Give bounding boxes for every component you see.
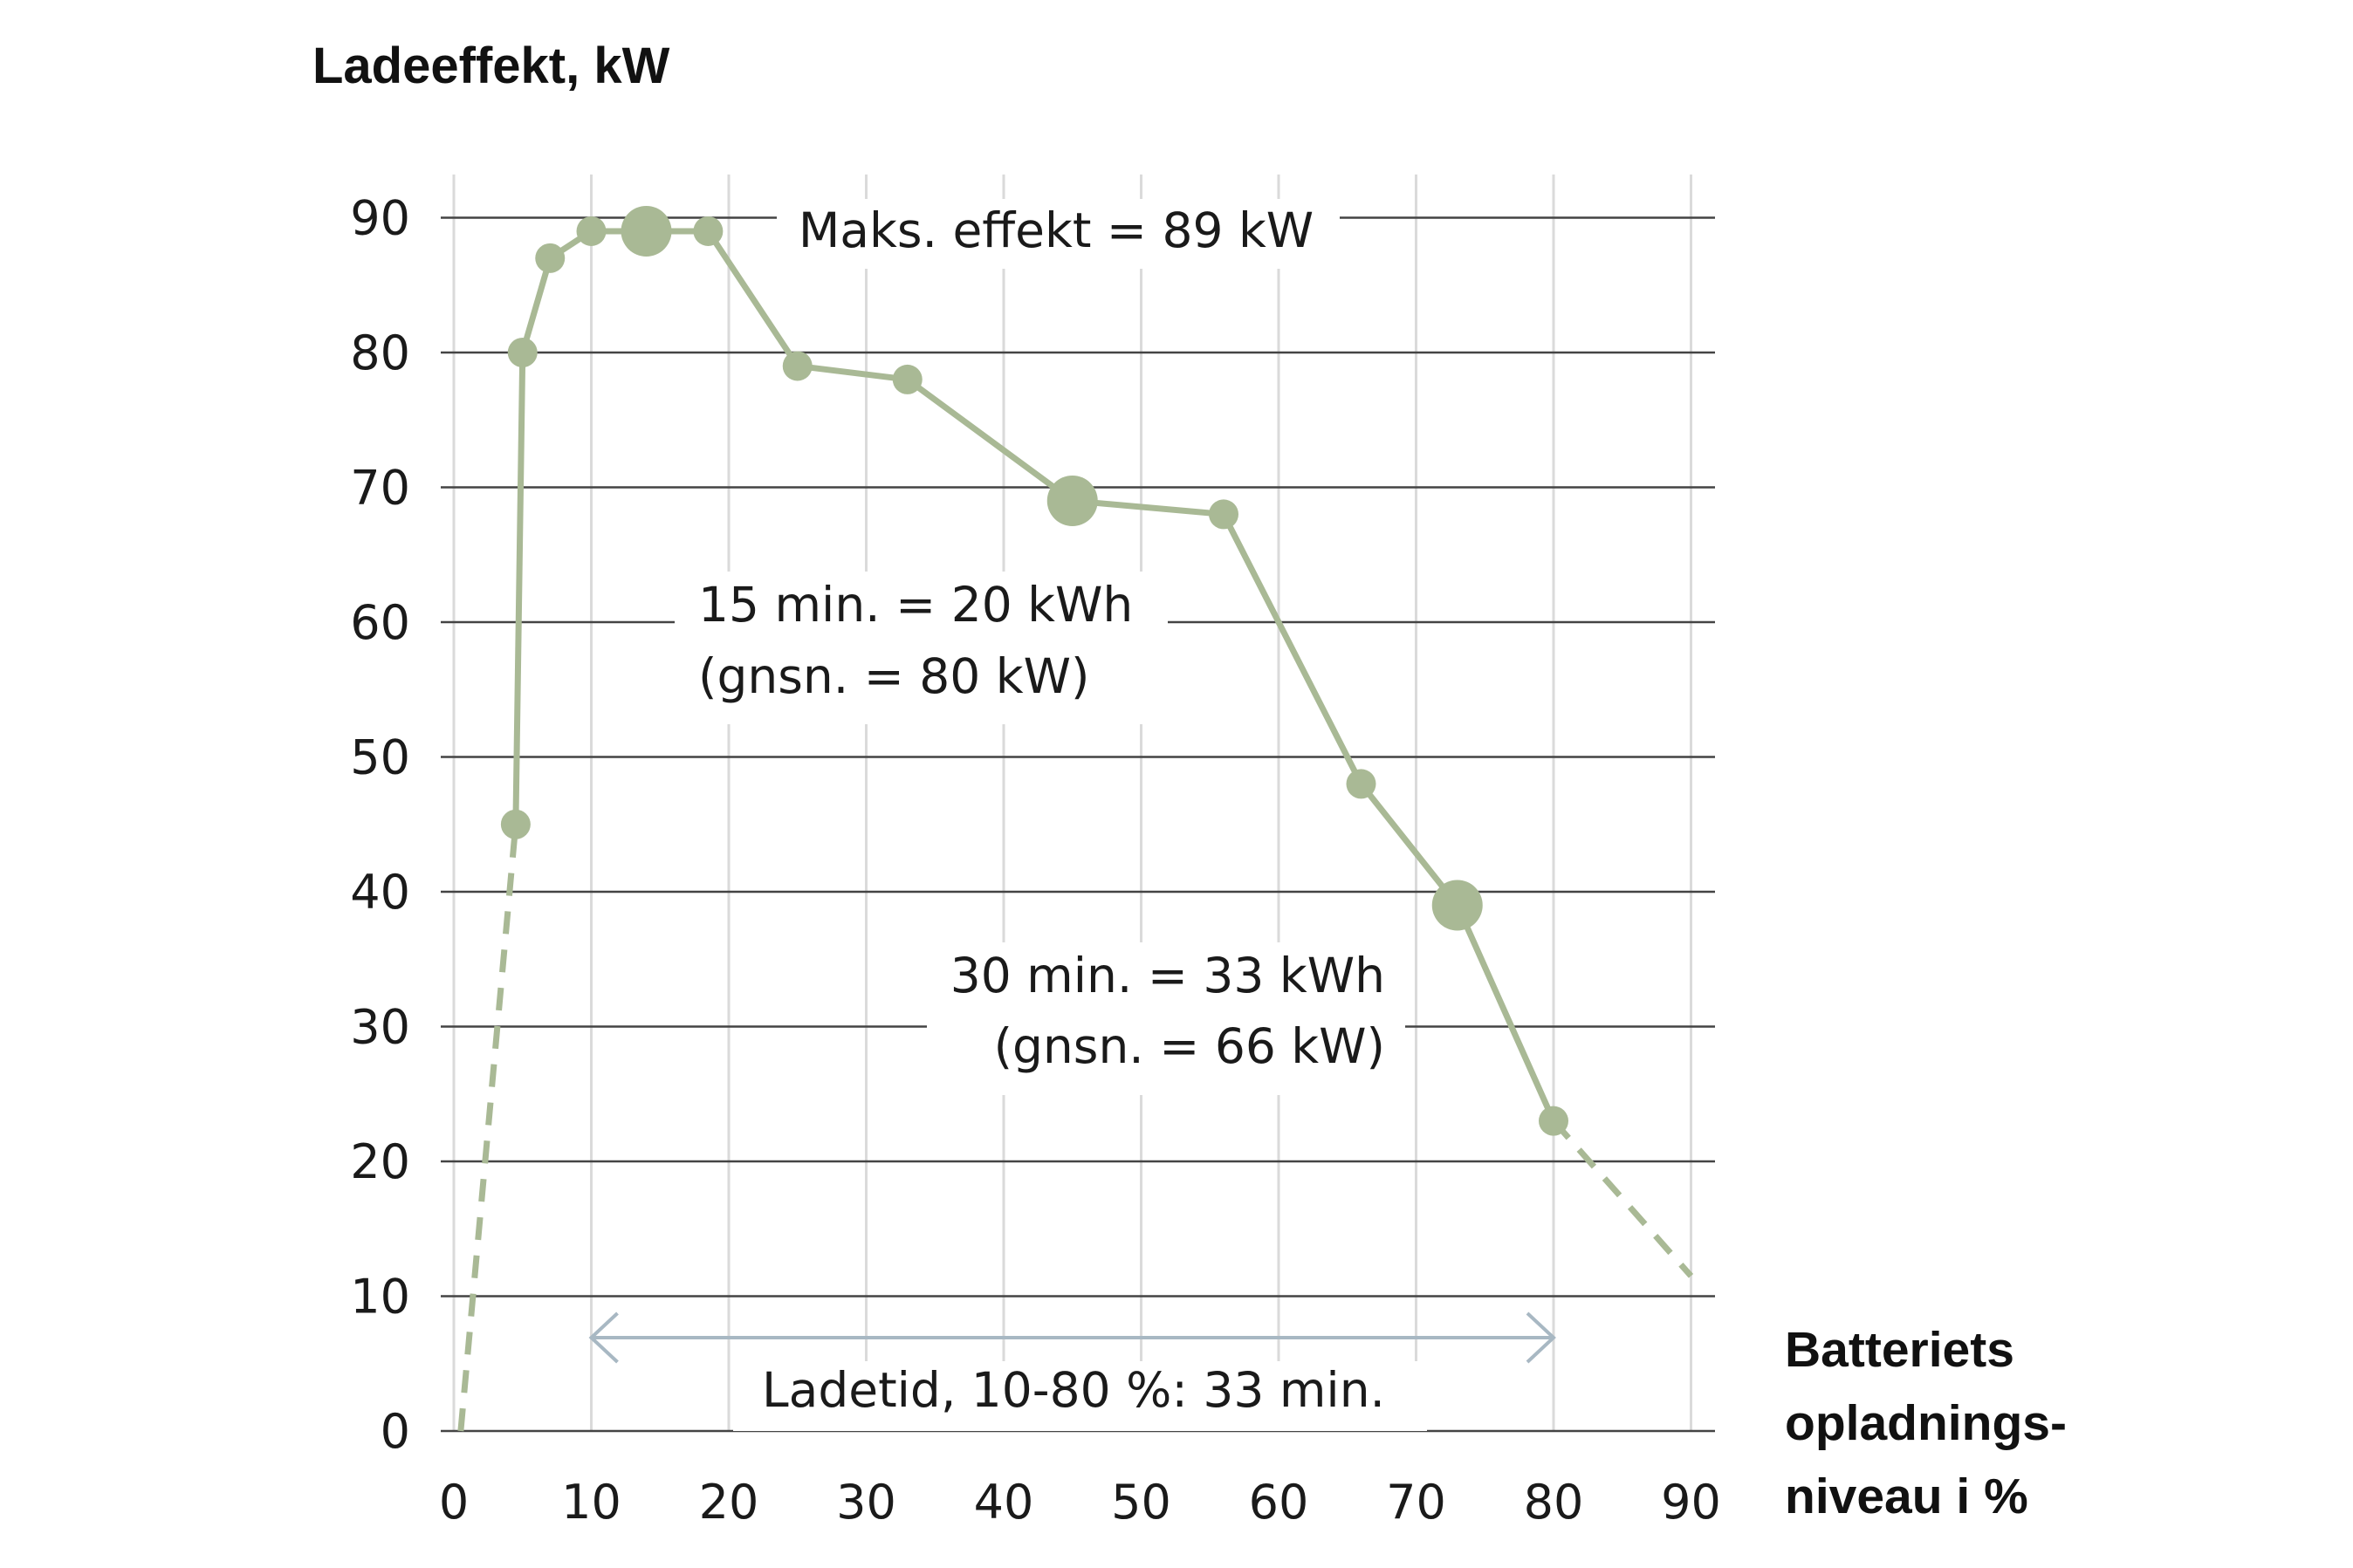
x-tick-label: 90 bbox=[1661, 1475, 1721, 1530]
annotation-background bbox=[675, 572, 1168, 724]
annotation-charge-time: Ladetid, 10-80 %: 33 min. bbox=[762, 1362, 1385, 1418]
data-point bbox=[576, 216, 607, 246]
annotation-background bbox=[777, 199, 1340, 269]
y-tick-label: 90 bbox=[350, 191, 410, 246]
x-tick-label: 0 bbox=[439, 1475, 469, 1530]
annotation-30min-line-2: (gnsn. = 66 kW) bbox=[994, 1018, 1385, 1074]
y-tick-label: 70 bbox=[350, 461, 410, 516]
y-tick-label: 10 bbox=[350, 1270, 410, 1325]
data-point-highlighted bbox=[621, 205, 672, 257]
annotation-30min-line-1: 30 min. = 33 kWh bbox=[950, 948, 1385, 1003]
y-tick-label: 30 bbox=[350, 1000, 410, 1055]
data-point bbox=[507, 338, 538, 367]
x-axis-title-line-2: opladnings- bbox=[1785, 1395, 2067, 1451]
y-tick-label: 80 bbox=[350, 325, 410, 380]
x-tick-label: 50 bbox=[1111, 1475, 1171, 1530]
data-point bbox=[500, 809, 531, 839]
x-tick-label: 40 bbox=[974, 1475, 1034, 1530]
data-point-highlighted bbox=[1431, 880, 1483, 931]
y-tick-label: 40 bbox=[350, 865, 410, 920]
data-point bbox=[693, 216, 724, 246]
annotation-max-power: Maks. effekt = 89 kW bbox=[799, 202, 1314, 258]
x-axis-title-line-1: Batteriets bbox=[1785, 1322, 2014, 1378]
data-point bbox=[782, 351, 813, 381]
annotation-15min-line-2: (gnsn. = 80 kW) bbox=[698, 648, 1089, 704]
data-point bbox=[1346, 769, 1376, 799]
y-tick-label: 60 bbox=[350, 595, 410, 650]
data-point bbox=[1539, 1106, 1568, 1136]
x-tick-label: 10 bbox=[561, 1475, 621, 1530]
annotation-backgrounds bbox=[675, 199, 1427, 1431]
horizontal-grid bbox=[441, 216, 1715, 1433]
charge-time-arrow bbox=[588, 1311, 1556, 1364]
data-point bbox=[1209, 499, 1238, 530]
y-tick-label: 20 bbox=[350, 1134, 410, 1189]
dashed-extension-line bbox=[457, 824, 519, 1432]
x-tick-label: 60 bbox=[1249, 1475, 1309, 1530]
annotation-background bbox=[733, 1361, 1427, 1431]
x-tick-label: 80 bbox=[1524, 1475, 1584, 1530]
series-layer bbox=[457, 205, 1694, 1432]
y-tick-labels: 0 10 20 30 40 50 60 70 80 90 bbox=[350, 191, 410, 1460]
vertical-grid bbox=[452, 175, 1692, 1431]
dashed-extension-line bbox=[1551, 1119, 1694, 1278]
y-axis-title: Ladeeffekt, kW bbox=[312, 38, 670, 94]
data-point bbox=[535, 243, 566, 273]
annotation-15min-line-1: 15 min. = 20 kWh bbox=[698, 577, 1133, 633]
x-tick-label: 30 bbox=[836, 1475, 896, 1530]
arrow-head-right bbox=[1526, 1311, 1556, 1364]
data-point bbox=[892, 364, 923, 394]
arrow-head-left bbox=[588, 1311, 619, 1364]
x-axis-title-line-3: niveau i % bbox=[1785, 1469, 2028, 1524]
y-tick-label: 50 bbox=[350, 730, 410, 785]
x-tick-label: 70 bbox=[1386, 1475, 1446, 1530]
x-tick-labels: 0 10 20 30 40 50 60 70 80 90 bbox=[439, 1475, 1721, 1530]
x-tick-label: 20 bbox=[699, 1475, 759, 1530]
data-point-highlighted bbox=[1046, 475, 1098, 526]
annotation-background bbox=[927, 942, 1405, 1095]
y-tick-label: 0 bbox=[381, 1404, 410, 1459]
